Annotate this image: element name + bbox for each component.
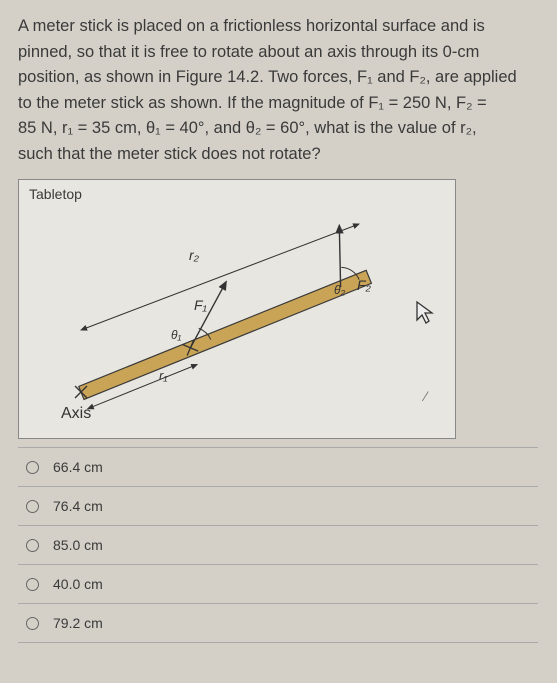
answer-option[interactable]: 85.0 cm (18, 525, 538, 564)
problem-statement: A meter stick is placed on a frictionles… (18, 14, 539, 167)
svg-text:θ₁: θ₁ (171, 328, 182, 342)
answer-option[interactable]: 66.4 cm (18, 447, 538, 486)
figure-container: Tabletop (18, 179, 456, 439)
answer-label: 76.4 cm (53, 498, 103, 514)
tabletop-label: Tabletop (29, 186, 82, 202)
problem-line: to the meter stick as shown. If the magn… (18, 94, 487, 112)
answer-label: 66.4 cm (53, 459, 103, 475)
answer-option[interactable]: 79.2 cm (18, 603, 538, 643)
physics-diagram: Axis r₁ r₂ F₁ F₂ θ₁ θ₂ (19, 180, 457, 440)
answer-label: 79.2 cm (53, 615, 103, 631)
answer-option[interactable]: 40.0 cm (18, 564, 538, 603)
cursor-icon (415, 300, 437, 326)
radio-icon[interactable] (26, 578, 39, 591)
svg-text:θ₂: θ₂ (334, 283, 346, 297)
radio-icon[interactable] (26, 500, 39, 513)
radio-icon[interactable] (26, 617, 39, 630)
answer-option[interactable]: 76.4 cm (18, 486, 538, 525)
axis-label: Axis (61, 405, 91, 422)
stray-mark: ⁄ (425, 388, 427, 404)
problem-line: pinned, so that it is free to rotate abo… (18, 43, 479, 61)
problem-line: A meter stick is placed on a frictionles… (18, 17, 485, 35)
svg-text:F₂: F₂ (357, 277, 372, 293)
svg-text:r₁: r₁ (159, 368, 167, 383)
radio-icon[interactable] (26, 461, 39, 474)
problem-line: 85 N, r₁ = 35 cm, θ₁ = 40°, and θ₂ = 60°… (18, 119, 477, 137)
svg-text:r₂: r₂ (189, 247, 200, 263)
problem-line: such that the meter stick does not rotat… (18, 145, 321, 163)
problem-line: position, as shown in Figure 14.2. Two f… (18, 68, 517, 86)
answer-label: 40.0 cm (53, 576, 103, 592)
svg-text:F₁: F₁ (194, 297, 208, 313)
answer-list: 66.4 cm 76.4 cm 85.0 cm 40.0 cm 79.2 cm (18, 447, 538, 643)
radio-icon[interactable] (26, 539, 39, 552)
answer-label: 85.0 cm (53, 537, 103, 553)
